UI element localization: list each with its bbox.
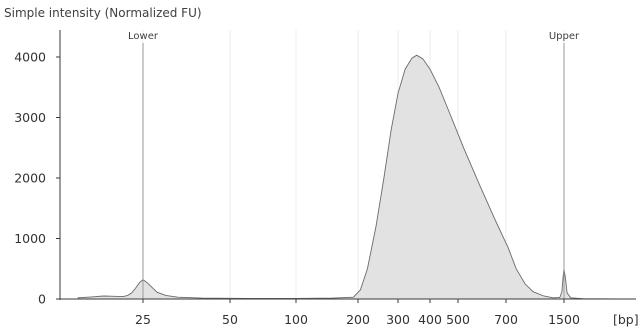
intensity-trace	[77, 54, 618, 300]
x-tick-label: 500	[446, 312, 470, 327]
x-axis-unit-label: [bp]	[613, 312, 639, 327]
x-axis-ticks: 25 50 100 200 300 400 500 700 1500	[135, 299, 580, 327]
x-tick-label: 400	[418, 312, 442, 327]
x-tick-label: 100	[284, 312, 308, 327]
x-tick-label: 300	[386, 312, 410, 327]
y-tick-label: 0	[38, 292, 46, 307]
x-tick-label: 200	[346, 312, 370, 327]
size-markers: Lower Upper	[128, 31, 580, 299]
marker-label-upper: Upper	[549, 31, 580, 42]
y-tick-label: 2000	[14, 171, 46, 186]
y-tick-label: 4000	[14, 50, 46, 65]
y-tick-label: 1000	[14, 231, 46, 246]
x-tick-label: 50	[222, 312, 238, 327]
x-tick-label: 25	[135, 312, 151, 327]
chart-title: Simple intensity (Normalized FU)	[4, 6, 202, 20]
x-tick-label: 700	[494, 312, 518, 327]
marker-label-lower: Lower	[128, 31, 159, 42]
y-tick-label: 3000	[14, 110, 46, 125]
x-tick-label: 1500	[548, 312, 580, 327]
y-axis-ticks: 0 1000 2000 3000 4000	[14, 50, 60, 307]
